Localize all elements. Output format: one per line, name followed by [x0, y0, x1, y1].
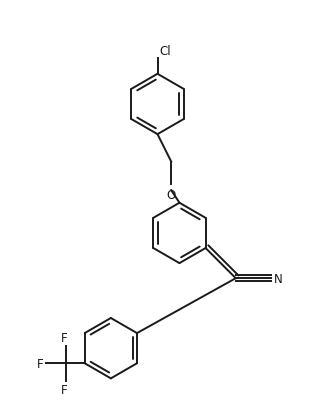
Text: F: F — [61, 383, 68, 396]
Text: F: F — [61, 331, 68, 344]
Text: F: F — [36, 357, 43, 370]
Text: N: N — [274, 272, 282, 285]
Text: O: O — [167, 188, 176, 201]
Text: Cl: Cl — [159, 45, 171, 58]
